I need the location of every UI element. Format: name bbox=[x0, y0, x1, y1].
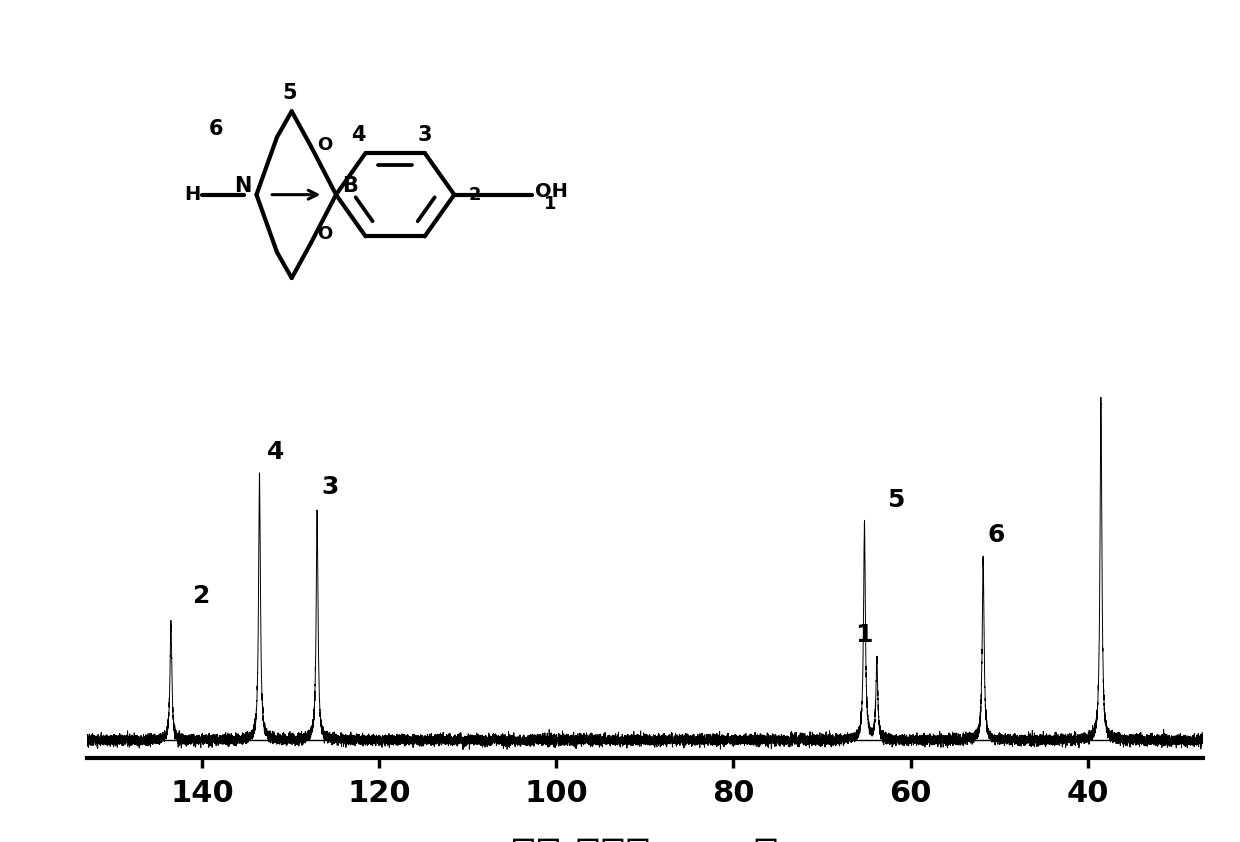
Text: O: O bbox=[317, 136, 332, 154]
Text: 3: 3 bbox=[418, 125, 432, 145]
Text: 2: 2 bbox=[193, 584, 211, 608]
Text: H: H bbox=[185, 185, 201, 204]
Text: OH: OH bbox=[536, 182, 568, 201]
X-axis label: 化学 位移（ppm）: 化学 位移（ppm） bbox=[511, 835, 779, 842]
Text: 5: 5 bbox=[283, 83, 296, 104]
Text: 5: 5 bbox=[887, 488, 904, 512]
Text: 4: 4 bbox=[351, 125, 366, 145]
Text: 3: 3 bbox=[321, 475, 339, 499]
Text: 2: 2 bbox=[469, 186, 481, 205]
Text: 1: 1 bbox=[543, 195, 556, 214]
Text: 6: 6 bbox=[208, 120, 223, 140]
Text: O: O bbox=[317, 225, 332, 243]
Text: 6: 6 bbox=[988, 523, 1006, 547]
Text: 1: 1 bbox=[854, 623, 872, 647]
Text: N: N bbox=[234, 176, 252, 195]
Text: B: B bbox=[342, 176, 357, 195]
Text: 4: 4 bbox=[267, 440, 284, 464]
